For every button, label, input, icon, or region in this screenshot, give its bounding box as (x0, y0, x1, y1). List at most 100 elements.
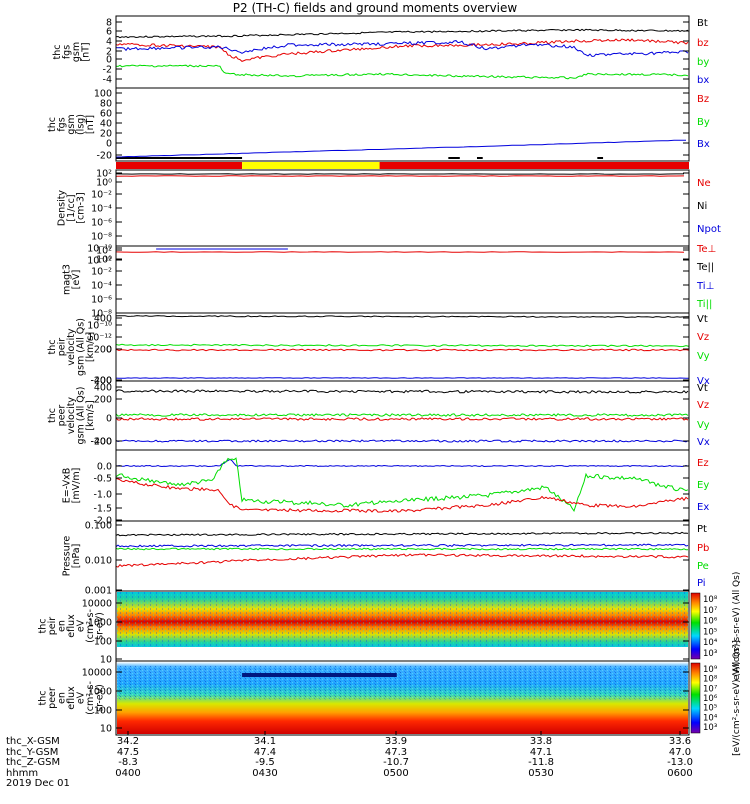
series-vt-ele (116, 390, 688, 393)
panel-tick-label-6: -0.5 (93, 474, 112, 485)
panel-tick-label-2: 10⁻² (91, 190, 112, 201)
legend-entry-4: Vy (697, 351, 710, 362)
panel-tick-label-2: 10⁻⁸ (91, 232, 112, 243)
legend-entry-6: Ey (697, 480, 709, 491)
panel-frame-6 (116, 450, 689, 521)
panel-tick-label-8: 100 (94, 637, 112, 648)
colorbar-bottom-tick: 10⁴ (703, 713, 718, 723)
colorbar-top-tick: 10⁸ (703, 595, 718, 605)
legend-entry-4: Vz (697, 332, 709, 343)
panel-tick-label-4: 400 (94, 314, 112, 325)
series-ez (116, 479, 688, 513)
plot-title: P2 (TH-C) fields and ground moments over… (233, 1, 518, 15)
panel-tick-label-2: 10⁻⁴ (91, 204, 112, 215)
panel-ylabel-6: [mV/m] (71, 468, 82, 504)
series-pb (116, 554, 688, 567)
series-vx-ion (116, 378, 689, 379)
xaxis-row-value: 33.6 (669, 736, 691, 747)
panel-tick-label-5: 200 (94, 395, 112, 406)
colorbar-bottom-tick: 10⁷ (703, 684, 718, 694)
panel-tick-label-8: 1000 (88, 618, 112, 629)
panel-tick-label-9: 1000 (88, 687, 112, 698)
series-bx (116, 65, 688, 79)
xaxis-row-value: 0530 (528, 768, 553, 779)
panel-tick-label-7: 0.001 (85, 586, 112, 597)
panel-ylabel-2: [cm-3] (76, 192, 87, 223)
series-pe (116, 548, 688, 550)
colorbar-top-tick: 10⁴ (703, 638, 718, 648)
mode-bar-flag (448, 157, 459, 159)
colorbar-bottom-tick: 10⁶ (703, 694, 718, 704)
colorbar-top-tick: 10³ (703, 649, 717, 659)
panel-ylabel-0: [nT] (80, 42, 91, 61)
series-bz (116, 39, 688, 61)
electron-spectrogram-gap (242, 673, 397, 677)
legend-entry-4: Vt (697, 314, 708, 325)
panel-tick-label-8: 10000 (82, 599, 112, 610)
legend-entry-7: Pe (697, 561, 709, 572)
panel-tick-label-2: 10⁻⁶ (91, 218, 112, 229)
panel-frame-7 (116, 521, 689, 591)
xaxis-row-value: -8.3 (118, 757, 138, 768)
panel-tick-label-3: 10⁻⁴ (91, 281, 112, 292)
xaxis-row-value: -10.7 (383, 757, 409, 768)
panel-tick-label-6: -1.0 (93, 490, 112, 501)
series-vx-ele (116, 440, 688, 442)
panel-tick-label-5: 400 (94, 383, 112, 394)
panel-tick-label-5: 0 (106, 414, 112, 425)
panel-tick-label-1: 0 (106, 139, 112, 150)
ion-spectrogram-blank (117, 647, 688, 660)
panel-frame-1 (116, 88, 689, 161)
xaxis-row-value: 0430 (252, 768, 277, 779)
xaxis-row-value: 33.9 (385, 736, 407, 747)
panel-ylabel-7: [nPa] (71, 544, 82, 569)
panel-tick-label-7: 0.100 (85, 521, 112, 532)
ion-spectrogram-texture (117, 592, 688, 652)
legend-entry-0: bx (697, 75, 709, 86)
legend-entry-1: Bx (697, 139, 710, 150)
xaxis-row-value: 33.8 (530, 736, 552, 747)
panel-tick-label-5: -400 (90, 437, 112, 448)
series-vy-ele (116, 414, 688, 416)
panel-tick-label-9: 10 (100, 724, 112, 735)
panel-frame-3 (116, 246, 689, 313)
panel-frame-4 (116, 313, 689, 381)
legend-entry-0: bz (697, 38, 709, 49)
panel-tick-label-3: 10⁻² (91, 267, 112, 278)
panel-tick-label-8: 10 (100, 655, 112, 666)
legend-entry-2: Npot (697, 224, 721, 235)
mode-bar-segment (380, 162, 689, 169)
mode-bar-flag (116, 157, 242, 159)
colorbar-bottom-tick: 10⁸ (703, 675, 718, 685)
xaxis-row-value: 34.2 (117, 736, 139, 747)
xaxis-row-value: -13.0 (667, 757, 693, 768)
series-te-perp (116, 252, 684, 253)
mode-bar-segment (242, 162, 380, 169)
legend-entry-3: Te|| (696, 262, 714, 273)
xaxis-row-value: 34.1 (254, 736, 276, 747)
mode-bar-flag (477, 157, 483, 159)
panel-frame-2 (116, 170, 689, 246)
panel-ylabel-3: [eV] (71, 270, 82, 290)
xaxis-row-value: -9.5 (255, 757, 275, 768)
legend-entry-7: Pt (697, 524, 707, 535)
colorbar-top-tick: 10⁵ (703, 627, 717, 637)
xaxis-row-label: thc_Z-GSM (6, 757, 60, 768)
series-ex (116, 459, 688, 466)
panel-tick-label-3: 10⁻⁶ (91, 295, 112, 306)
mode-bar-flag (597, 157, 603, 159)
xaxis-row-value: 0500 (383, 768, 408, 779)
legend-entry-2: Ni (697, 201, 707, 212)
legend-entry-1: Bz (697, 94, 709, 105)
panel-tick-label-2: 10⁰ (96, 178, 112, 189)
series-vy-ion (116, 344, 689, 346)
panel-ylabel-1: [nT] (85, 115, 96, 134)
colorbar-bottom (691, 663, 700, 733)
colorbar-top-tick: 10⁶ (703, 617, 718, 627)
panel-tick-label-0: -4 (103, 75, 112, 86)
legend-entry-3: Ti|| (696, 299, 712, 310)
legend-entry-5: Vz (697, 400, 709, 411)
legend-entry-3: Ti⊥ (696, 281, 714, 292)
